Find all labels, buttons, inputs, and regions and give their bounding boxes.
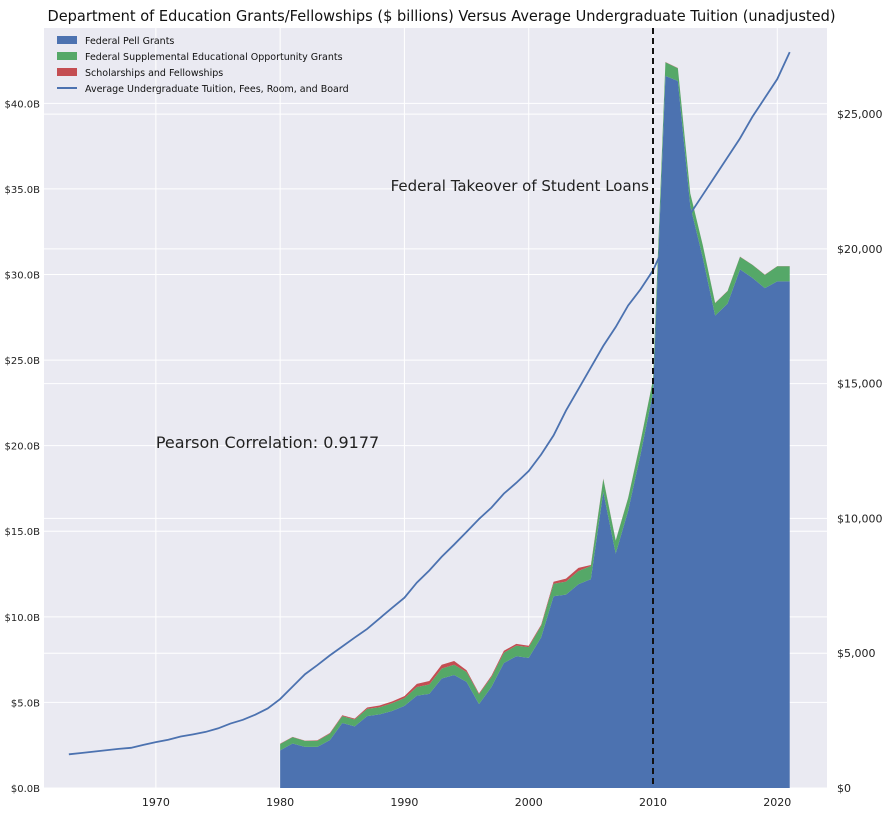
legend-swatch xyxy=(57,52,77,60)
chart-title: Department of Education Grants/Fellowshi… xyxy=(48,7,836,25)
tuition-line xyxy=(68,51,791,756)
legend-label: Federal Pell Grants xyxy=(85,36,174,47)
legend-swatch xyxy=(57,68,77,76)
x-tick-label: 1980 xyxy=(266,796,294,809)
x-tick-label: 2010 xyxy=(639,796,667,809)
legend-label: Average Undergraduate Tuition, Fees, Roo… xyxy=(85,84,349,95)
y-tick-label: $0.0B xyxy=(11,784,40,795)
y-tick-label: $40.0B xyxy=(5,99,41,110)
legend-label: Federal Supplemental Educational Opportu… xyxy=(85,52,343,63)
x-tick-label: 2020 xyxy=(763,796,791,809)
y-tick-label: $10.0B xyxy=(5,613,41,624)
legend-label: Scholarships and Fellowships xyxy=(85,68,223,79)
x-tick-label: 1970 xyxy=(142,796,170,809)
y-tick-label: $20.0B xyxy=(5,442,41,453)
y2-tick-label: $5,000 xyxy=(837,647,876,660)
y2-tick-label: $25,000 xyxy=(837,108,883,121)
y2-tick-label: $0 xyxy=(837,782,851,795)
y2-tick-label: $10,000 xyxy=(837,512,883,525)
x-tick-label: 2000 xyxy=(515,796,543,809)
y2-tick-label: $15,000 xyxy=(837,378,883,391)
y-tick-label: $25.0B xyxy=(5,356,41,367)
annotation-takeover: Federal Takeover of Student Loans xyxy=(391,177,650,195)
y-tick-label: $5.0B xyxy=(11,698,40,709)
y-tick-label: $15.0B xyxy=(5,527,41,538)
annotation-correlation: Pearson Correlation: 0.9177 xyxy=(156,433,379,452)
y2-tick-label: $20,000 xyxy=(837,243,883,256)
x-tick-label: 1990 xyxy=(390,796,418,809)
y-tick-label: $30.0B xyxy=(5,270,41,281)
y-tick-label: $35.0B xyxy=(5,185,41,196)
area-series-0 xyxy=(280,75,790,789)
legend-swatch xyxy=(57,36,77,44)
